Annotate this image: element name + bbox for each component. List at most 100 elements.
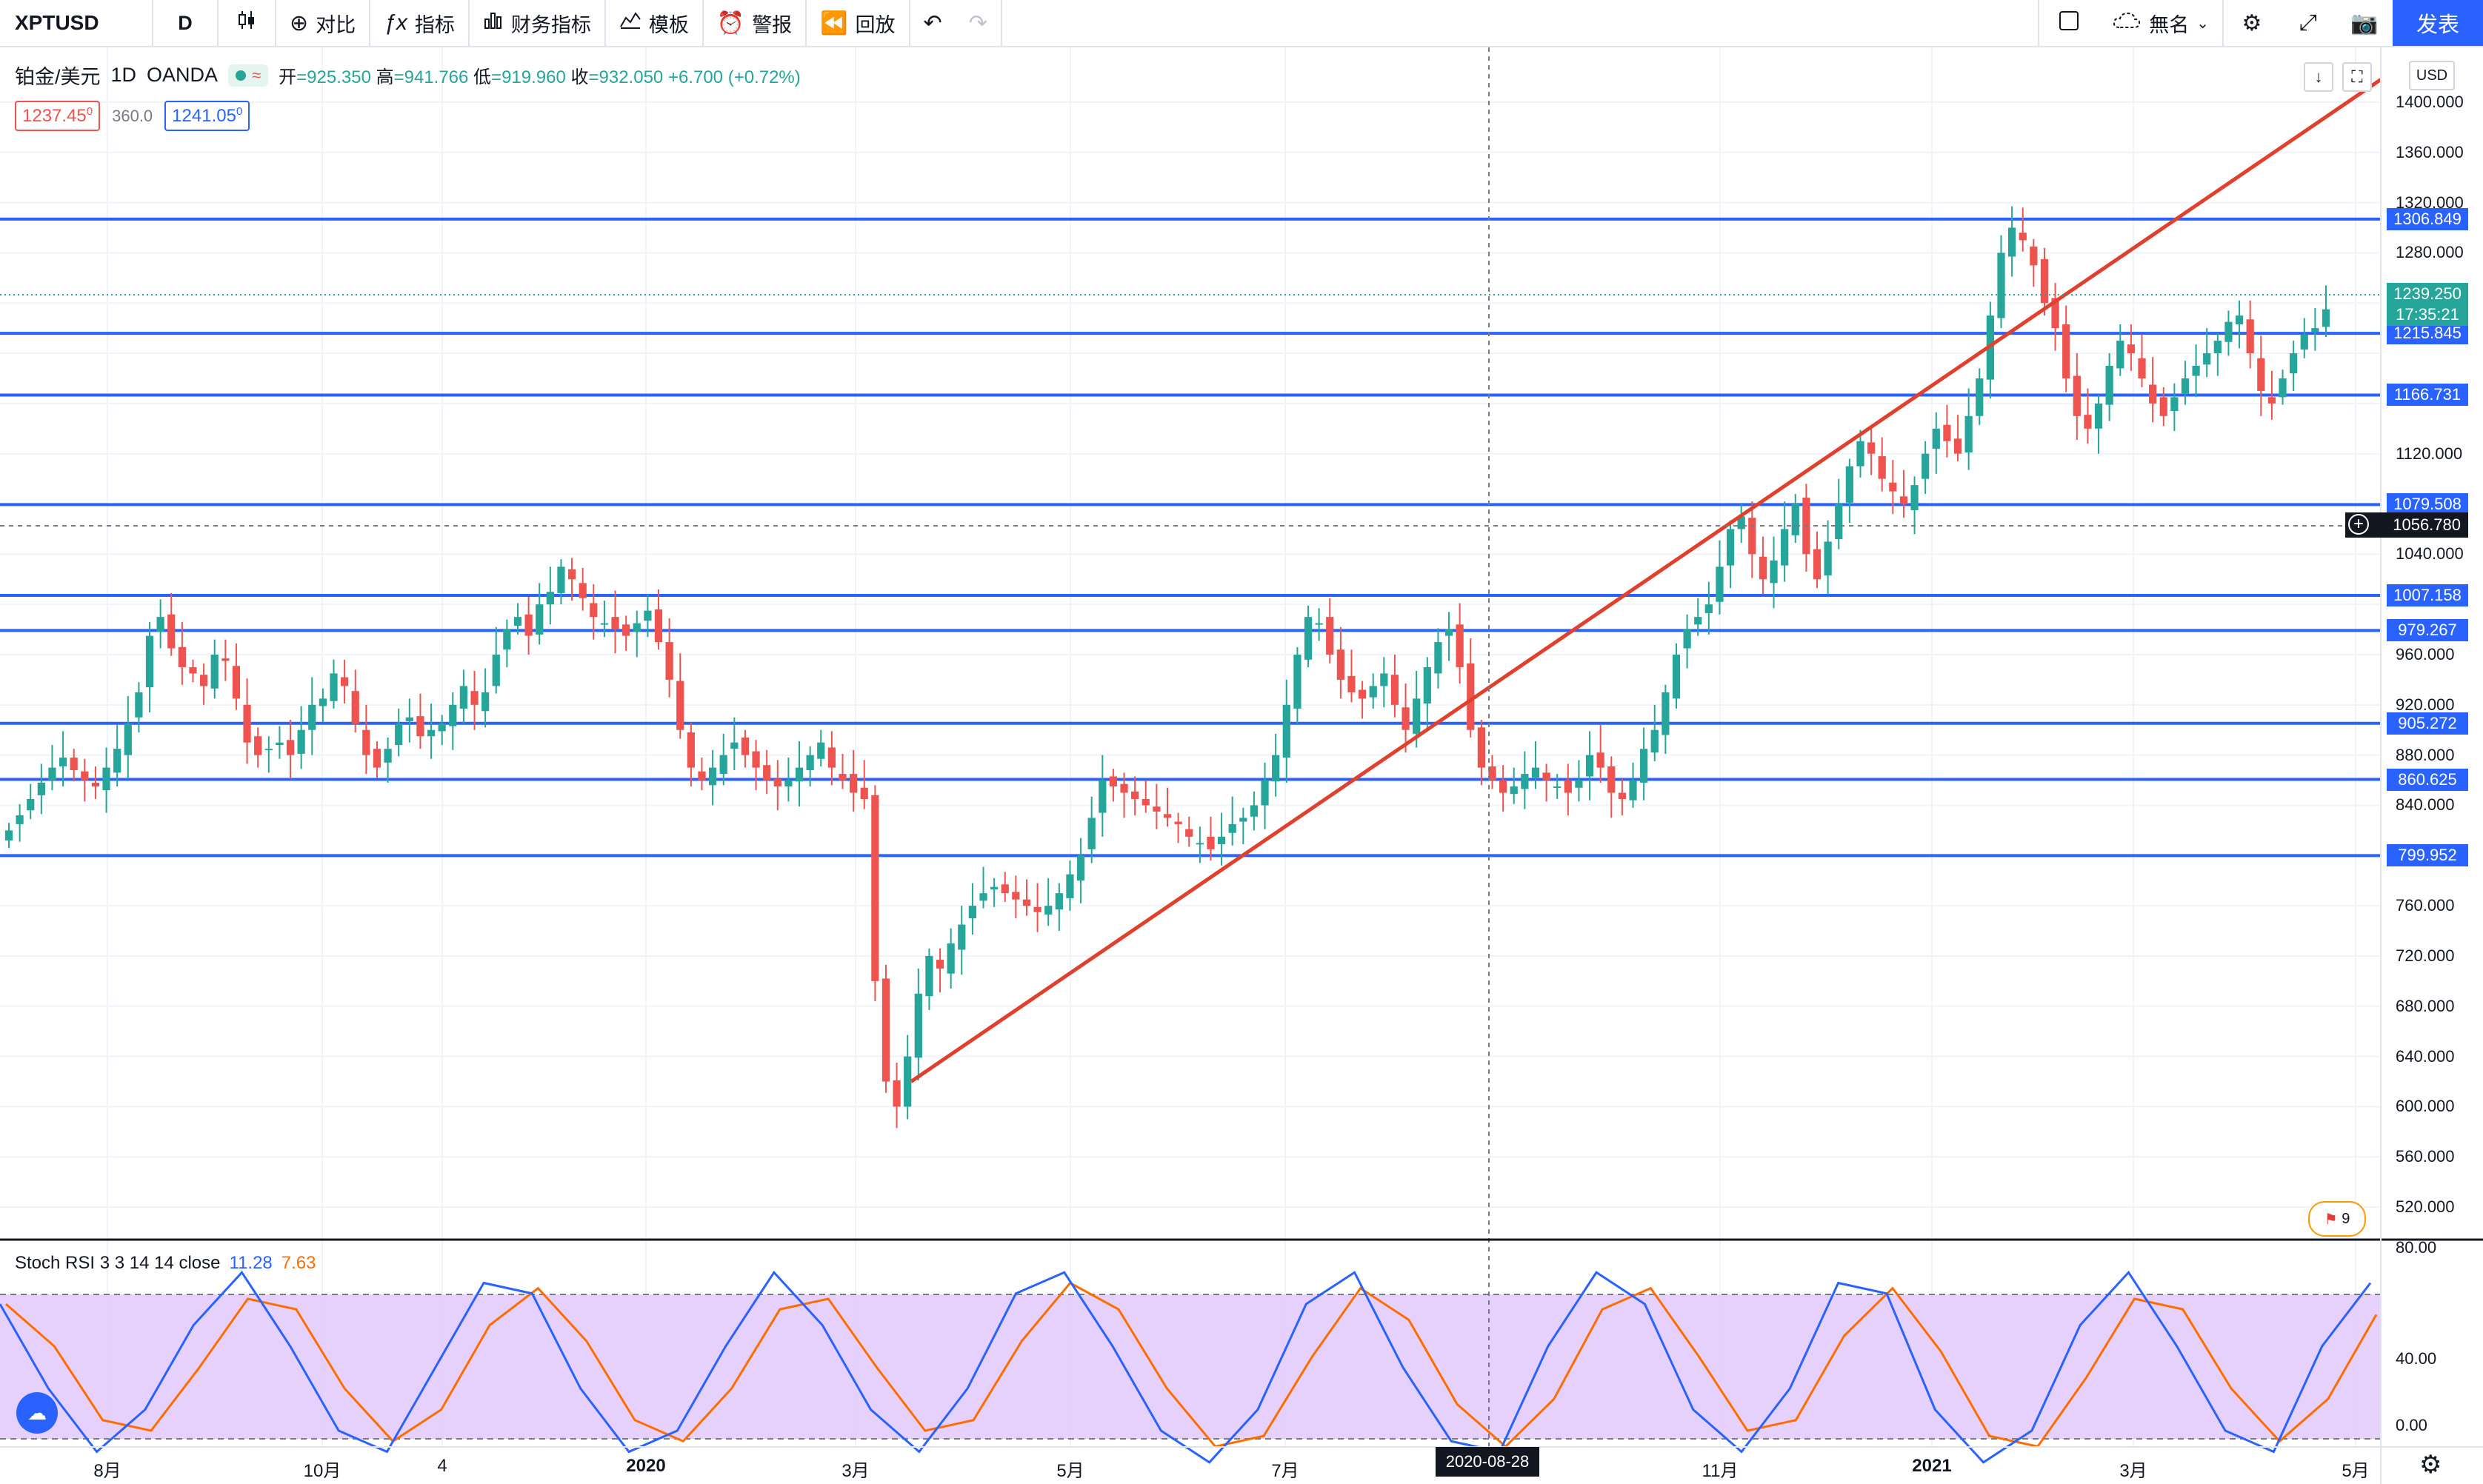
candle-body bbox=[362, 729, 370, 755]
candle-body bbox=[2073, 375, 2081, 416]
candle-body bbox=[286, 740, 295, 755]
layout-name-button[interactable]: 無名 ⌄ bbox=[2099, 0, 2222, 46]
candle-body bbox=[4, 830, 13, 840]
price-chart[interactable] bbox=[0, 47, 2483, 1484]
bar-chart-icon bbox=[483, 10, 504, 36]
candle-body bbox=[654, 609, 663, 643]
candle-body bbox=[2203, 353, 2211, 365]
candle-body bbox=[1282, 704, 1290, 758]
stoch-d-line bbox=[5, 1281, 2378, 1448]
candle-body bbox=[2170, 397, 2179, 412]
time-label: 5月 bbox=[2342, 1461, 2370, 1481]
stoch-legend[interactable]: Stoch RSI 3 3 14 14 close 11.28 7.63 bbox=[15, 1253, 316, 1274]
candle-body bbox=[135, 692, 143, 718]
countdown: 17:35:21 bbox=[2396, 305, 2459, 324]
candle-body bbox=[1704, 604, 1713, 614]
candle-body bbox=[1477, 727, 1486, 768]
candle-body bbox=[1910, 485, 1919, 510]
candle-body bbox=[698, 771, 706, 781]
financials-button[interactable]: 财务指标 bbox=[470, 0, 604, 46]
candle-body bbox=[1293, 655, 1302, 709]
candle-body bbox=[264, 749, 273, 751]
candle-body bbox=[427, 729, 436, 737]
candle-body bbox=[330, 673, 338, 701]
camera-icon: 📷 bbox=[2350, 10, 2379, 36]
trend-line[interactable] bbox=[910, 78, 2382, 1083]
undo-icon: ↶ bbox=[923, 10, 942, 36]
price-tick: 1040.000 bbox=[2396, 544, 2464, 564]
candle-body bbox=[70, 758, 78, 770]
maximize-pane-button[interactable]: ⛶ bbox=[2342, 62, 2372, 92]
candle-body bbox=[1336, 649, 1344, 680]
fullscreen-layout-button[interactable] bbox=[2039, 0, 2099, 46]
candle-body bbox=[1553, 786, 1562, 789]
candle-body bbox=[2267, 397, 2276, 404]
candle-body bbox=[1076, 855, 1085, 881]
low-value: =919.960 bbox=[491, 67, 566, 87]
candle-body bbox=[600, 623, 609, 625]
templates-label: 模板 bbox=[648, 13, 689, 36]
market-status-badge[interactable]: ≈ bbox=[228, 64, 269, 87]
redo-button[interactable]: ↷ bbox=[956, 0, 1001, 46]
templates-button[interactable]: 模板 bbox=[606, 0, 702, 46]
legend-interval: 1D bbox=[110, 64, 137, 86]
buy-price-button[interactable]: 1241.050 bbox=[164, 101, 250, 131]
low-key: 低 bbox=[473, 67, 492, 87]
toolbar-divider bbox=[2222, 0, 2224, 46]
toolbar-divider bbox=[369, 0, 371, 46]
interval-button[interactable]: D bbox=[178, 11, 193, 34]
candle-body bbox=[319, 698, 327, 706]
time-axis-settings-gear-icon[interactable]: ⚙ bbox=[2419, 1451, 2442, 1479]
plus-circle-icon: ⊕ bbox=[290, 10, 309, 36]
candle-body bbox=[449, 704, 457, 726]
candle-body bbox=[1845, 466, 1853, 503]
candle-body bbox=[1185, 829, 1193, 837]
alert-button[interactable]: ⏰ 警报 bbox=[704, 0, 805, 46]
candle-body bbox=[1694, 617, 1702, 625]
price-tick: 920.000 bbox=[2396, 695, 2455, 714]
undo-button[interactable]: ↶ bbox=[910, 0, 956, 46]
spread-value: 360.0 bbox=[112, 106, 153, 125]
legend-title[interactable]: 铂金/美元 bbox=[15, 66, 101, 88]
candle-body bbox=[1196, 843, 1204, 845]
crosshair-price: 1056.780 bbox=[2393, 515, 2461, 534]
candle-body bbox=[676, 681, 684, 730]
candle-body bbox=[210, 655, 219, 689]
candle-body bbox=[1347, 675, 1356, 692]
symbol-search-button[interactable]: XPTUSD bbox=[15, 11, 99, 34]
candle-body bbox=[2105, 366, 2113, 405]
add-alert-plus-icon[interactable]: + bbox=[2348, 514, 2369, 535]
compare-button[interactable]: ⊕ 对比 bbox=[276, 0, 369, 46]
candle-body bbox=[947, 943, 955, 974]
scroll-down-button[interactable]: ↓ bbox=[2304, 62, 2333, 92]
candle-body bbox=[1120, 783, 1128, 793]
sell-price-button[interactable]: 1237.450 bbox=[15, 101, 101, 131]
candle-body bbox=[1174, 821, 1182, 824]
publish-button[interactable]: 发表 bbox=[2393, 0, 2483, 46]
candle-body bbox=[644, 610, 652, 621]
candle-body bbox=[1444, 629, 1453, 636]
candle-body bbox=[1261, 780, 1269, 806]
events-badge[interactable]: ⚑ 9 bbox=[2308, 1201, 2366, 1237]
indicators-button[interactable]: ƒx 指标 bbox=[370, 0, 468, 46]
toolbar-divider bbox=[908, 0, 910, 46]
tradingview-logo-icon[interactable]: ☁ bbox=[16, 1392, 58, 1434]
currency-button[interactable]: USD bbox=[2409, 61, 2455, 90]
snapshot-button[interactable]: 📷 bbox=[2336, 0, 2393, 46]
candle-body bbox=[492, 655, 500, 686]
candle-body bbox=[773, 778, 781, 787]
horizontal-levels[interactable] bbox=[0, 217, 2381, 858]
candle-body bbox=[297, 729, 305, 754]
candle-body bbox=[860, 787, 868, 799]
settings-button[interactable]: ⚙ bbox=[2224, 0, 2280, 46]
chart-type-button[interactable] bbox=[219, 0, 275, 46]
indicators-label: 指标 bbox=[414, 13, 455, 36]
fullscreen-button[interactable]: ⤢ bbox=[2280, 0, 2336, 46]
gear-icon: ⚙ bbox=[2242, 10, 2262, 36]
price-tick: 680.000 bbox=[2396, 996, 2455, 1015]
toolbar-divider bbox=[805, 0, 807, 46]
toolbar-divider bbox=[604, 0, 606, 46]
candle-body bbox=[1510, 786, 1518, 795]
replay-button[interactable]: ⏪ 回放 bbox=[807, 0, 908, 46]
candle-body bbox=[849, 774, 858, 793]
